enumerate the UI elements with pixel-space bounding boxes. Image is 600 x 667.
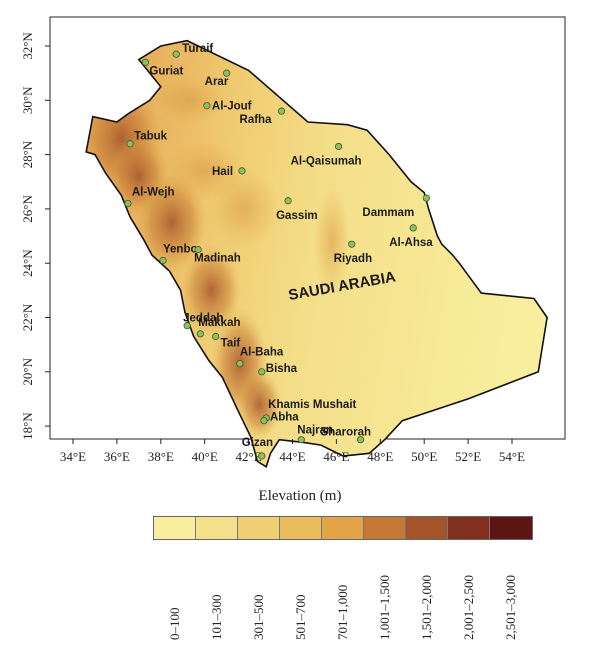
lon-tick-label: 42°E (236, 449, 262, 464)
station-marker (183, 322, 191, 330)
legend-color-bar (153, 516, 533, 540)
legend-swatch (154, 517, 196, 539)
city-label: Al-Ahsa (389, 237, 433, 249)
city-label: Sharorah (321, 427, 372, 439)
city-label: Guriat (149, 65, 183, 77)
city-label: Al-Jouf (212, 101, 252, 113)
city-label: Abha (270, 412, 299, 424)
station-marker (223, 69, 231, 77)
lon-tick-label: 48°E (367, 449, 393, 464)
lat-tick-label: 32°N (20, 32, 35, 60)
relief-shading (86, 75, 351, 440)
station-marker (196, 330, 204, 338)
legend-swatch (490, 517, 532, 539)
lon-tick-label: 36°E (104, 449, 130, 464)
legend-swatch (280, 517, 322, 539)
legend-swatch (322, 517, 364, 539)
lon-tick-label: 34°E (60, 449, 86, 464)
lat-tick-label: 30°N (20, 86, 35, 114)
lon-tick-label: 40°E (192, 449, 218, 464)
city-label: Gizan (242, 437, 273, 449)
station-marker (277, 107, 286, 115)
longitude-axis: 34°E 36°E 38°E 40°E 42°E 44°E 46°E 48°E 50°E 52°E… (60, 439, 525, 464)
city-label: Tabuk (134, 131, 168, 143)
city-label: Gassim (276, 210, 318, 222)
latitude-axis: 32°N 30°N 28°N 26°N 24°N 22°N 20°N 18°N (20, 32, 50, 440)
lon-tick-label: 52°E (455, 449, 481, 464)
lat-tick-label: 26°N (20, 194, 35, 222)
lat-tick-label: 22°N (20, 303, 35, 331)
city-label: Turaif (182, 43, 213, 55)
station-marker (258, 452, 266, 460)
legend-swatch (448, 517, 490, 539)
station-marker (236, 360, 244, 368)
legend-swatch (238, 517, 280, 539)
city-label: Al-Baha (240, 347, 284, 359)
station-marker (194, 246, 202, 254)
city-label: Al-Qaisumah (291, 155, 362, 167)
city-label: Arar (205, 76, 229, 88)
legend-title: Elevation (m) (258, 488, 342, 504)
station-marker (203, 102, 211, 110)
station-marker (126, 140, 134, 148)
lon-tick-label: 54°E (499, 449, 525, 464)
city-label: Al-Wejh (132, 186, 175, 198)
relief-blob (237, 369, 282, 440)
station-marker (141, 58, 150, 66)
city-label: Rafha (240, 114, 273, 126)
lon-tick-label: 46°E (323, 449, 349, 464)
relief-blob (154, 75, 225, 126)
city-label: Madinah (194, 253, 241, 265)
lat-tick-label: 20°N (20, 357, 35, 385)
city-label: Riyadh (334, 253, 372, 265)
saudi-arabia-landmass (85, 39, 548, 469)
station-marker (260, 417, 268, 425)
station-marker (284, 197, 292, 205)
legend-swatch (406, 517, 448, 539)
legend-label: 501–700 (293, 594, 308, 641)
legend-label: 1,501–2,000 (419, 575, 434, 640)
city-label: Dammam (362, 207, 414, 219)
city-label: Yenbo (163, 243, 198, 255)
station-marker (124, 199, 132, 208)
station-marker (238, 167, 246, 175)
station-marker (334, 142, 343, 151)
station-marker (422, 194, 430, 202)
city-label: Jeddah (183, 313, 223, 325)
city-label: Hail (212, 166, 233, 178)
station-marker (258, 368, 266, 376)
lat-tick-label: 24°N (20, 249, 35, 277)
lon-tick-label: 44°E (279, 449, 305, 464)
legend-label: 301–500 (251, 594, 266, 641)
lon-tick-label: 50°E (411, 449, 437, 464)
station-marker (159, 256, 167, 265)
city-label: Taif (221, 338, 241, 350)
station-marker (348, 240, 356, 248)
city-label: Khamis Mushait (268, 399, 356, 411)
relief-blob (209, 168, 280, 249)
relief-blob (314, 186, 351, 297)
legend-label: 2,501–3,000 (503, 575, 518, 640)
station-marker (297, 436, 305, 444)
legend-label: 2,001–2,500 (461, 575, 476, 640)
legend-label: 101–300 (209, 594, 224, 641)
legend-label: 701–1,000 (335, 584, 350, 640)
lon-tick-label: 38°E (148, 449, 174, 464)
station-marker (172, 50, 180, 58)
legend-label: 0–100 (167, 607, 182, 641)
station-marker (212, 332, 220, 341)
lat-tick-label: 28°N (20, 140, 35, 168)
legend-label: 1,001–1,500 (377, 575, 392, 640)
legend-swatch (196, 517, 238, 539)
relief-blob (181, 245, 242, 336)
lat-tick-label: 18°N (20, 412, 35, 440)
city-label: Bisha (266, 363, 298, 375)
station-marker (409, 224, 417, 232)
city-label: Najran (297, 425, 333, 437)
legend-swatch (364, 517, 406, 539)
city-label: Makkah (198, 317, 240, 329)
station-marker (356, 436, 365, 444)
